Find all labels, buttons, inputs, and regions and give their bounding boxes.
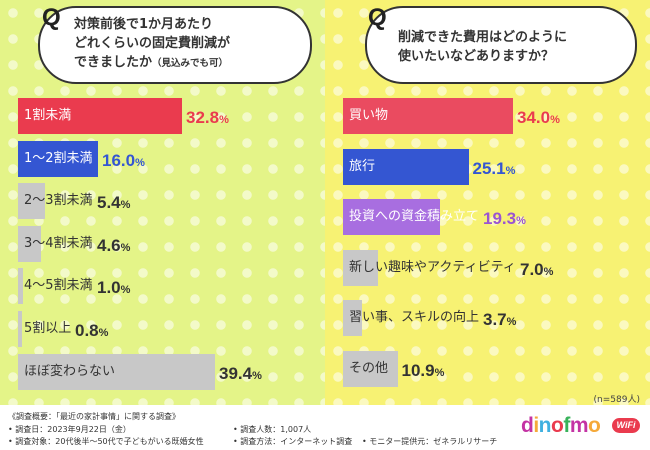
- bar-label: ほぼ変わらない: [24, 363, 116, 379]
- bar: [343, 350, 398, 387]
- bar-label: 旅行: [349, 158, 376, 174]
- bar: [343, 249, 378, 286]
- bar-label: 習い事、スキルの向上: [349, 310, 480, 325]
- bar-label: 投資への資金積み立て: [349, 209, 480, 224]
- sample-size-label: (n=589人): [593, 395, 640, 405]
- question-left-line1: 対策前後で1か月あたり: [74, 17, 214, 32]
- bar: [18, 311, 22, 347]
- bar-value-label: 5.4%: [97, 193, 131, 213]
- question-left-note: （見込みでも可）: [152, 58, 229, 69]
- bar: [18, 225, 41, 262]
- bar: [18, 98, 182, 134]
- bar: [18, 140, 98, 177]
- bar: [343, 98, 513, 134]
- bar-value-label: 16.0%: [102, 150, 145, 170]
- dinofmo-logo: dinofmo: [521, 414, 601, 437]
- bar-label: 5割以上: [24, 321, 72, 336]
- bar: [343, 148, 469, 185]
- question-right-line2: 使いたいなどありますか？: [398, 49, 555, 64]
- bar-value-label: 7.0%: [520, 259, 554, 279]
- question-bubble-right: [365, 6, 637, 84]
- question-left-line3: できましたか: [74, 55, 153, 70]
- bar-value-label: 34.0%: [517, 108, 560, 127]
- bar: [18, 268, 23, 305]
- bar-value-label: 19.3%: [483, 209, 526, 228]
- bar-value-label: 39.4%: [219, 363, 262, 383]
- bar-label: 1割未満: [24, 108, 72, 123]
- bar: [343, 199, 440, 235]
- bar-value-label: 0.8%: [75, 321, 109, 340]
- bar-label: 新しい趣味やアクティビティ: [349, 259, 516, 275]
- left-panel: Q 対策前後で1か月あたり どれくらいの固定費削減が できましたか（見込みでも可…: [0, 0, 325, 405]
- bar-value-label: 10.9%: [401, 360, 445, 380]
- right-panel: Q 削減できた費用はどのように 使いたいなどありますか？ 買い物 34.0% 旅行 2…: [325, 0, 650, 405]
- bar-label: 2〜3割未満: [24, 193, 93, 209]
- survey-title: 《調査概要：「最近の家計事情」に関する調査》: [8, 412, 180, 421]
- question-left-line2: どれくらいの固定費削減が: [74, 36, 231, 51]
- survey-provider: • モニター提供元：ゼネラルリサーチ: [362, 437, 498, 446]
- bar: [18, 183, 45, 220]
- bar-label: 4〜5割未満: [24, 278, 93, 294]
- question-right-line1: 削減できた費用はどのように: [398, 30, 568, 45]
- bar-label: 1〜2割未満: [24, 150, 93, 166]
- question-text-right: 削減できた費用はどのように 使いたいなどありますか？: [398, 28, 567, 66]
- question-mark-right: Q: [368, 4, 387, 31]
- bar-value-label: 25.1%: [472, 158, 516, 178]
- bar-value-label: 3.7%: [483, 310, 517, 329]
- survey-count: • 調査人数：1,007人: [233, 425, 312, 434]
- wifi-badge: WiFi: [612, 418, 640, 433]
- survey-method: • 調査方法：インターネット調査: [233, 437, 353, 446]
- bar-label: 買い物: [349, 108, 389, 123]
- bar: [18, 353, 215, 390]
- bar-value-label: 4.6%: [97, 235, 131, 255]
- question-text-left: 対策前後で1か月あたり どれくらいの固定費削減が できましたか（見込みでも可）: [74, 15, 230, 73]
- footer: 《調査概要：「最近の家計事情」に関する調査》 • 調査日：2023年9月22日（…: [0, 405, 650, 450]
- question-mark-left: Q: [42, 4, 61, 31]
- survey-date: • 調査日：2023年9月22日（金）: [8, 425, 131, 434]
- question-bubble-left: [38, 6, 312, 84]
- bar: [343, 300, 362, 336]
- bar-value-label: 1.0%: [97, 278, 131, 298]
- bar-label: その他: [349, 360, 389, 376]
- bar-label: 3〜4割未満: [24, 235, 93, 251]
- bar-value-label: 32.8%: [186, 108, 229, 127]
- survey-target: • 調査対象：20代後半〜50代で子どもがいる既婚女性: [8, 437, 204, 446]
